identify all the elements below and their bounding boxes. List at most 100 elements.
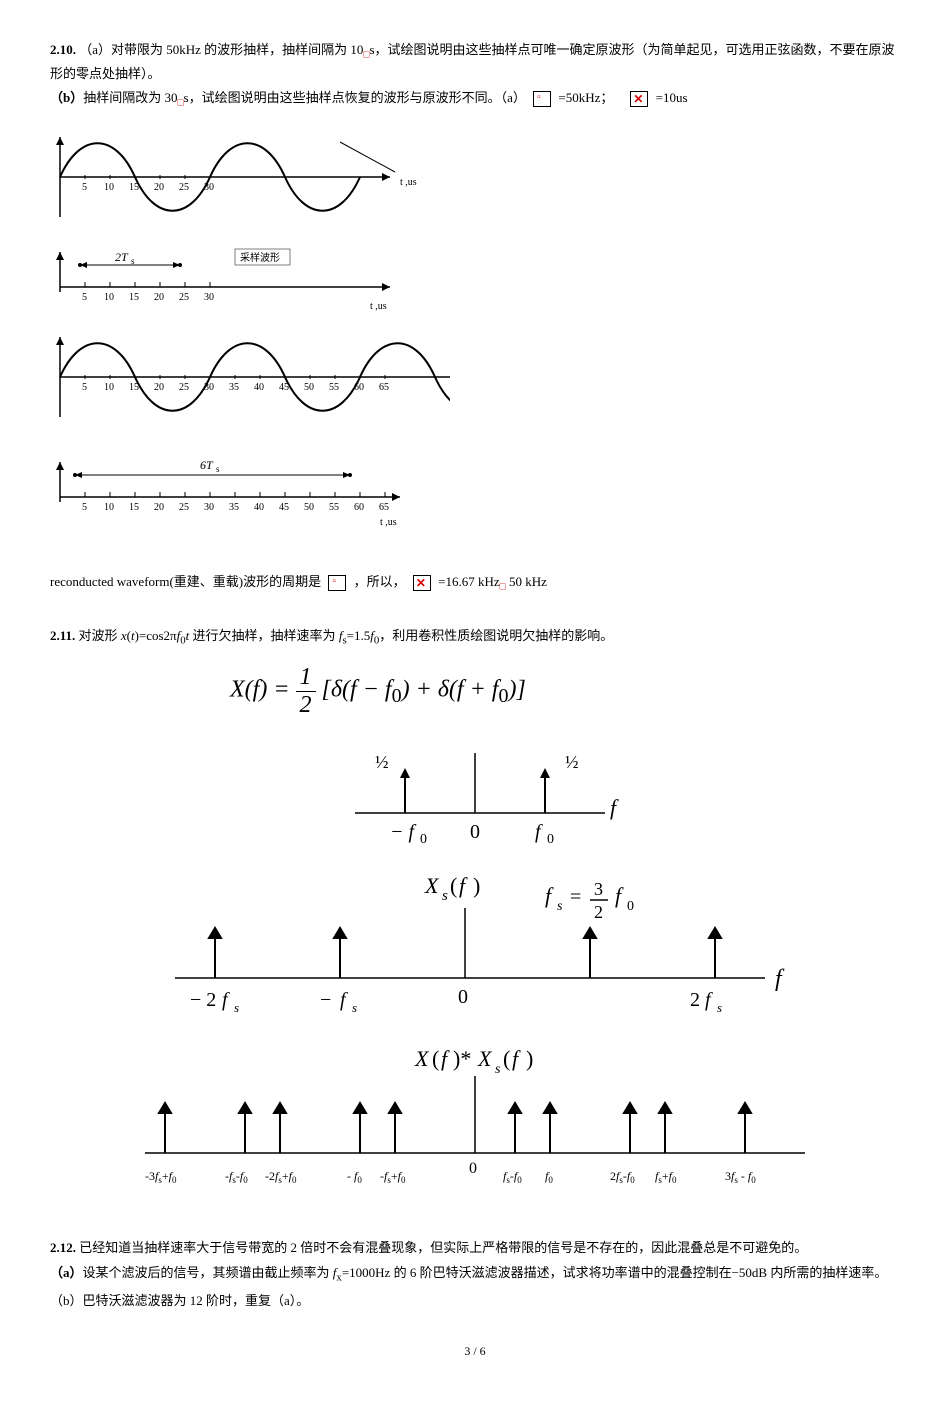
- svg-text:t ,us: t ,us: [400, 177, 417, 188]
- error-icon: [630, 91, 648, 107]
- svg-text:-fs+f0: -fs+f0: [380, 1169, 406, 1185]
- svg-text:30: 30: [204, 382, 214, 393]
- svg-text:10: 10: [104, 292, 114, 303]
- svg-text:0: 0: [470, 821, 480, 843]
- svg-text:0: 0: [627, 899, 634, 914]
- svg-text:f: f: [545, 883, 554, 908]
- text-b-body: 抽样间隔改为 30□s，试绘图说明由这些抽样点恢复的波形与原波形不同。（a）: [83, 90, 526, 105]
- placeholder-icon: [328, 575, 346, 591]
- problem-text: 2.12. 已经知道当抽样速率大于信号带宽的 2 倍时不会有混叠现象，但实际上严…: [50, 1238, 900, 1259]
- placeholder-icon: [533, 91, 551, 107]
- p212-text: 已经知道当抽样速率大于信号带宽的 2 倍时不会有混叠现象，但实际上严格带限的信号…: [79, 1240, 807, 1255]
- reconducted-text: reconducted waveform(重建、重载)波形的周期是: [50, 574, 321, 589]
- reconducted-val: =16.67 kHz: [438, 574, 500, 589]
- svg-text:f: f: [441, 1046, 450, 1071]
- svg-text:-fs-f0: -fs-f0: [225, 1169, 248, 1185]
- svg-text:15: 15: [129, 382, 139, 393]
- problem-2-12: 2.12. 已经知道当抽样速率大于信号带宽的 2 倍时不会有混叠现象，但实际上严…: [50, 1238, 900, 1312]
- svg-text:6T: 6T: [200, 458, 214, 472]
- svg-text:60: 60: [354, 382, 364, 393]
- svg-text:0: 0: [458, 986, 468, 1008]
- sub-item-b: （b）抽样间隔改为 30□s，试绘图说明由这些抽样点恢复的波形与原波形不同。（a…: [50, 88, 900, 112]
- svg-text:采样波形: 采样波形: [240, 251, 280, 264]
- svg-text:0: 0: [420, 832, 427, 847]
- svg-text:50: 50: [304, 382, 314, 393]
- svg-text:30: 30: [204, 182, 214, 193]
- svg-text:− 2: − 2: [190, 989, 216, 1011]
- svg-text:-3fs+f0: -3fs+f0: [145, 1169, 177, 1185]
- svg-text:35: 35: [229, 382, 239, 393]
- svg-text:15: 15: [129, 502, 139, 513]
- problem-text: 2.10. （a）对带限为 50kHz 的波形抽样，抽样间隔为 10□s，试绘图…: [50, 40, 900, 84]
- svg-text:5: 5: [82, 382, 87, 393]
- svg-text:(: (: [503, 1046, 510, 1071]
- waveform-diagrams: 5 10 15 20 25 30 t ,us: [50, 127, 450, 557]
- p212-b: （b）巴特沃滋滤波器为 12 阶时，重复（a）。: [50, 1291, 900, 1312]
- svg-text:55: 55: [329, 502, 339, 513]
- val-b: =10us: [656, 90, 688, 105]
- problem-number: 2.12.: [50, 1240, 76, 1255]
- p211-text: 对波形 x(t)=cos2πf0t 进行欠抽样，抽样速率为 fs=1.5f0，利…: [79, 628, 614, 643]
- svg-text:5: 5: [82, 292, 87, 303]
- svg-text:55: 55: [329, 382, 339, 393]
- svg-text:)*: )*: [453, 1046, 471, 1071]
- svg-text:t ,us: t ,us: [380, 517, 397, 528]
- svg-text:20: 20: [154, 502, 164, 513]
- error-icon: [413, 575, 431, 591]
- svg-text:−: −: [320, 989, 331, 1011]
- svg-text:X: X: [414, 1046, 430, 1071]
- svg-text:X: X: [477, 1046, 493, 1071]
- svg-text:X: X: [424, 873, 440, 898]
- problem-2-11: 2.11. 对波形 x(t)=cos2πf0t 进行欠抽样，抽样速率为 fs=1…: [50, 626, 900, 1214]
- svg-text:15: 15: [129, 182, 139, 193]
- svg-text:2fs-f0: 2fs-f0: [610, 1169, 635, 1185]
- spectrum-3-svg: X ( f )* X s ( f ): [125, 1043, 825, 1213]
- svg-text:25: 25: [179, 182, 189, 193]
- svg-text:(: (: [432, 1046, 439, 1071]
- svg-text:f: f: [340, 989, 348, 1011]
- svg-text:65: 65: [379, 382, 389, 393]
- reconducted-mid: ，所以，: [354, 574, 406, 589]
- svg-text:25: 25: [179, 502, 189, 513]
- svg-text:40: 40: [254, 382, 264, 393]
- svg-text:30: 30: [204, 292, 214, 303]
- svg-text:5: 5: [82, 182, 87, 193]
- svg-text:): ): [473, 873, 480, 898]
- svg-text:65: 65: [379, 502, 389, 513]
- problem-number: 2.10.: [50, 42, 76, 57]
- formula-X-f: X(f) = 1 2 [δ(f − f0) + δ(f + f0)]: [150, 664, 900, 718]
- reconducted-line: reconducted waveform(重建、重载)波形的周期是 ，所以， =…: [50, 572, 900, 596]
- svg-text:50: 50: [304, 502, 314, 513]
- svg-text:s: s: [234, 1000, 239, 1015]
- svg-text:fs+f0: fs+f0: [655, 1169, 677, 1185]
- svg-text:15: 15: [129, 292, 139, 303]
- svg-text:s: s: [442, 888, 448, 904]
- svg-text:f: f: [705, 989, 713, 1011]
- svg-text:20: 20: [154, 182, 164, 193]
- svg-text:40: 40: [254, 502, 264, 513]
- reconducted-end: 50 kHz: [509, 574, 547, 589]
- svg-text:3: 3: [594, 879, 603, 899]
- spectrum-1-svg: ½ ½ − f0 0 f0 f: [315, 733, 635, 858]
- text-a-prefix: （a）对带限为 50kHz 的波形抽样，抽样间隔为 10: [79, 42, 363, 57]
- svg-text:fs-f0: fs-f0: [503, 1169, 522, 1185]
- svg-text:3fs - f0: 3fs - f0: [725, 1169, 756, 1185]
- svg-text:- f0: - f0: [347, 1169, 362, 1185]
- svg-text:45: 45: [279, 502, 289, 513]
- svg-text:s: s: [216, 464, 220, 474]
- svg-text:20: 20: [154, 382, 164, 393]
- problem-text: 2.11. 对波形 x(t)=cos2πf0t 进行欠抽样，抽样速率为 fs=1…: [50, 626, 900, 650]
- svg-text:f: f: [615, 883, 624, 908]
- svg-text:f: f: [512, 1046, 521, 1071]
- svg-text:20: 20: [154, 292, 164, 303]
- diagrams-2-10: 5 10 15 20 25 30 t ,us: [50, 127, 900, 557]
- svg-text:s: s: [557, 899, 563, 914]
- svg-text:(: (: [450, 873, 457, 898]
- svg-text:45: 45: [279, 382, 289, 393]
- problem-2-10: 2.10. （a）对带限为 50kHz 的波形抽样，抽样间隔为 10□s，试绘图…: [50, 40, 900, 596]
- svg-text:s: s: [352, 1000, 357, 1015]
- svg-text:½: ½: [565, 752, 579, 772]
- svg-text:s: s: [717, 1000, 722, 1015]
- svg-text:-2fs+f0: -2fs+f0: [265, 1169, 297, 1185]
- problem-number: 2.11.: [50, 628, 75, 643]
